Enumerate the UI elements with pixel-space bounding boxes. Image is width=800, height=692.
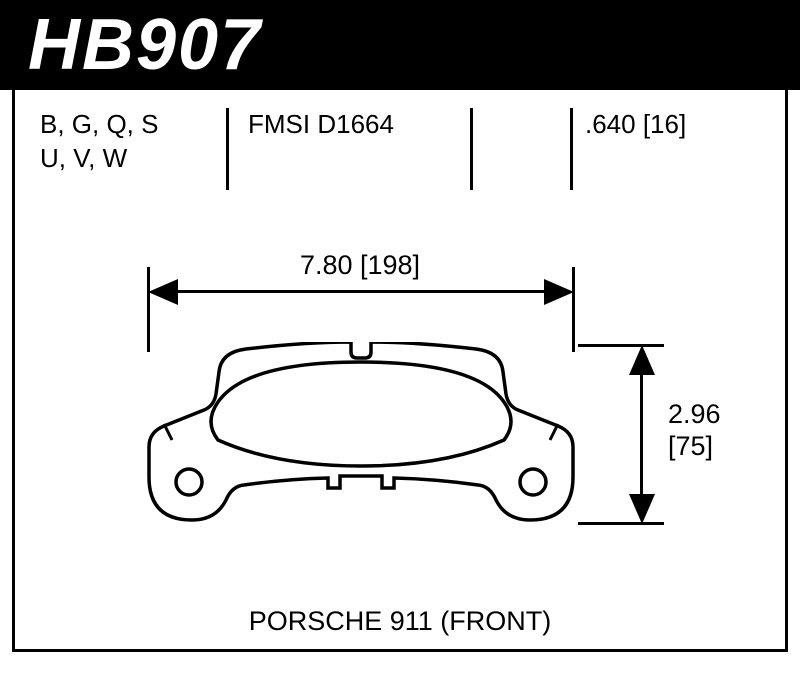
arrow-right-icon [544, 279, 574, 305]
compounds-line2: U, V, W [40, 142, 220, 176]
height-dimension-label: 2.96 [75] [668, 398, 721, 463]
extension-line [147, 267, 150, 352]
compounds-column: B, G, Q, S U, V, W [40, 108, 220, 176]
vehicle-label: PORSCHE 911 (FRONT) [0, 606, 800, 637]
arrow-down-icon [629, 494, 655, 524]
brake-pad-outline [146, 342, 576, 527]
height-dimension-line [640, 360, 643, 508]
col-divider [570, 108, 573, 190]
width-dimension-line [162, 290, 558, 293]
spec-sheet: HB907 B, G, Q, S U, V, W FMSI D1664 .640… [0, 0, 800, 692]
col-divider [226, 108, 229, 190]
header-bar: HB907 [0, 0, 800, 90]
thickness-column: .640 [16] [585, 108, 745, 142]
fmsi-column: FMSI D1664 [248, 108, 468, 142]
height-inches: 2.96 [668, 398, 721, 430]
compounds-line1: B, G, Q, S [40, 108, 220, 142]
part-number: HB907 [28, 4, 262, 86]
extension-line [572, 267, 575, 352]
height-mm: [75] [668, 430, 721, 462]
spec-row: B, G, Q, S U, V, W FMSI D1664 .640 [16] [40, 108, 760, 198]
width-dimension-label: 7.80 [198] [0, 250, 720, 281]
col-divider [470, 108, 473, 190]
